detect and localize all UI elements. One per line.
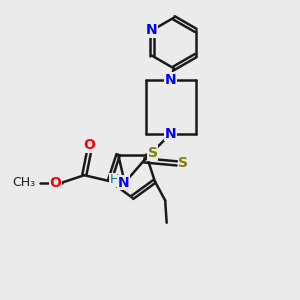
Text: H: H [110,173,119,186]
Text: N: N [165,73,177,87]
Text: O: O [83,139,95,152]
Text: N: N [117,176,129,190]
Text: CH₃: CH₃ [12,176,35,189]
Text: N: N [146,23,158,38]
Text: O: O [50,176,61,190]
Text: S: S [148,146,158,160]
Text: N: N [165,127,177,141]
Text: S: S [178,156,188,170]
